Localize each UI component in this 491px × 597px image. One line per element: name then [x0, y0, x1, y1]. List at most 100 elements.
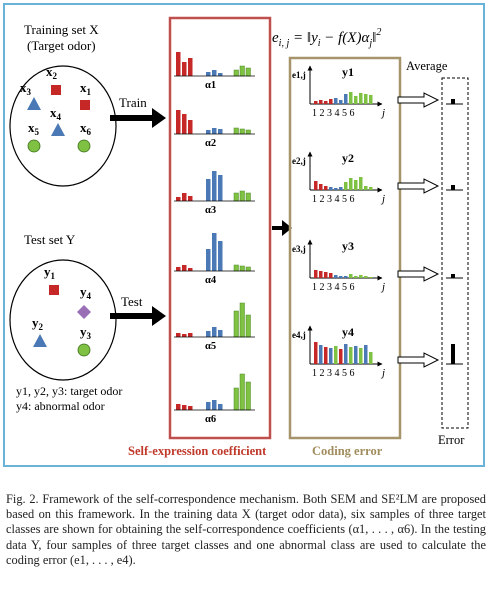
- sample-label-x3: x3: [20, 80, 32, 97]
- alpha-bar: [218, 330, 223, 337]
- coding-panel-y-label: y2: [342, 151, 354, 165]
- coding-axis-ticks: 1 2 3 4 5 6: [312, 108, 355, 119]
- coding-bar: [324, 347, 328, 364]
- test-arrow: [110, 306, 166, 326]
- coding-bar: [344, 344, 348, 364]
- coding-bar: [369, 277, 373, 278]
- sample-x2-square: [51, 85, 61, 95]
- sample-y1-square: [49, 285, 59, 295]
- coding-bar: [354, 96, 358, 104]
- alpha-bar: [239, 373, 245, 411]
- alpha-bar: [176, 197, 181, 201]
- coding-axis-j: j: [380, 281, 385, 293]
- average-bar: [451, 99, 455, 104]
- average-column-box: [441, 77, 469, 429]
- coding-bar: [314, 342, 318, 364]
- alpha-bar: [176, 110, 181, 134]
- alpha-bar: [233, 264, 239, 272]
- alpha-bar: [206, 249, 211, 271]
- coding-bar: [329, 348, 333, 364]
- alpha-bar: [212, 400, 217, 410]
- sample-y4-diamond: [77, 305, 91, 319]
- alpha-bar: [218, 404, 223, 410]
- coding-axis-ticks: 1 2 3 4 5 6: [312, 368, 355, 379]
- sample-y2-triangle: [33, 334, 47, 347]
- alpha-bar: [182, 114, 187, 134]
- average-bar: [451, 185, 455, 190]
- coding-bar: [329, 187, 333, 190]
- coding-axis-j: j: [380, 107, 385, 119]
- coding-bar: [314, 101, 318, 104]
- coding-bar: [314, 270, 318, 278]
- alpha-bar: [188, 196, 193, 201]
- sample-x3-triangle: [27, 97, 41, 110]
- alpha-bar: [245, 314, 251, 338]
- coding-bar: [334, 275, 338, 278]
- coding-bar: [364, 94, 368, 104]
- coding-bar: [349, 274, 353, 278]
- average-arrow: [397, 352, 440, 368]
- alpha-bar: [245, 129, 251, 135]
- sample-y3-circle: [77, 343, 91, 357]
- alpha-bar: [233, 387, 239, 411]
- coding-bar: [369, 95, 373, 104]
- alpha-bar: [212, 70, 217, 76]
- coding-axis-ticks: 1 2 3 4 5 6: [312, 194, 355, 205]
- error-label: Error: [438, 433, 465, 447]
- coding-bar: [359, 275, 363, 278]
- coding-error-box: [288, 56, 402, 440]
- alpha-bar: [176, 404, 181, 410]
- coding-axis-j: j: [380, 367, 385, 379]
- sample-label-x4: x4: [50, 105, 62, 122]
- coding-bar: [334, 346, 338, 364]
- coding-bar: [324, 101, 328, 104]
- coding-bar: [319, 271, 323, 278]
- coding-bar: [369, 352, 373, 364]
- alpha-label: α2: [205, 138, 216, 149]
- training-set-subtitle: (Target odor): [27, 38, 96, 53]
- train-arrow: [110, 108, 166, 128]
- coding-bar: [344, 94, 348, 104]
- coding-panel-y-label: y4: [342, 325, 354, 339]
- coding-bar: [349, 178, 353, 190]
- training-set-ellipse: [9, 65, 117, 187]
- sample-label-y4: y4: [80, 284, 92, 301]
- alpha-bar: [245, 266, 251, 272]
- coding-bar: [339, 187, 343, 190]
- coding-panel-e-label: e3,j: [292, 244, 306, 254]
- coding-bar: [329, 273, 333, 278]
- alpha-bar: [239, 265, 245, 272]
- alpha-bar: [239, 128, 245, 135]
- test-set-title: Test set Y: [24, 232, 76, 247]
- alpha-bar: [176, 52, 181, 76]
- coding-bar: [324, 272, 328, 278]
- coding-bar: [359, 348, 363, 364]
- alpha-label: α4: [205, 275, 217, 286]
- alpha-bar: [218, 241, 223, 271]
- coding-bar: [334, 98, 338, 104]
- alpha-bar: [188, 120, 193, 134]
- test-legend-line2: y4: abnormal odor: [16, 399, 105, 413]
- alpha-bar: [233, 310, 239, 338]
- average-label: Average: [406, 59, 448, 73]
- alpha-bar: [182, 265, 187, 271]
- sample-label-y2: y2: [32, 315, 44, 332]
- sample-label-y1: y1: [44, 264, 56, 281]
- alpha-bar: [182, 193, 187, 201]
- alpha-label: α5: [205, 341, 216, 352]
- alpha-bar: [188, 58, 193, 76]
- coding-panel-e-label: e1,j: [292, 70, 306, 80]
- sample-x6-circle: [77, 139, 91, 153]
- training-set-title: Training set X: [24, 22, 99, 37]
- alpha-bar: [188, 333, 193, 337]
- coding-bar: [369, 187, 373, 190]
- self-to-coding-arrow: [272, 220, 292, 236]
- alpha-bar: [188, 406, 193, 410]
- coding-bar: [354, 276, 358, 278]
- coding-axis-j: j: [380, 193, 385, 205]
- test-legend-line1: y1, y2, y3: target odor: [16, 384, 122, 398]
- coding-axis-ticks: 1 2 3 4 5 6: [312, 282, 355, 293]
- coding-bar: [324, 186, 328, 190]
- coding-bar: [364, 186, 368, 190]
- coding-bar: [359, 93, 363, 104]
